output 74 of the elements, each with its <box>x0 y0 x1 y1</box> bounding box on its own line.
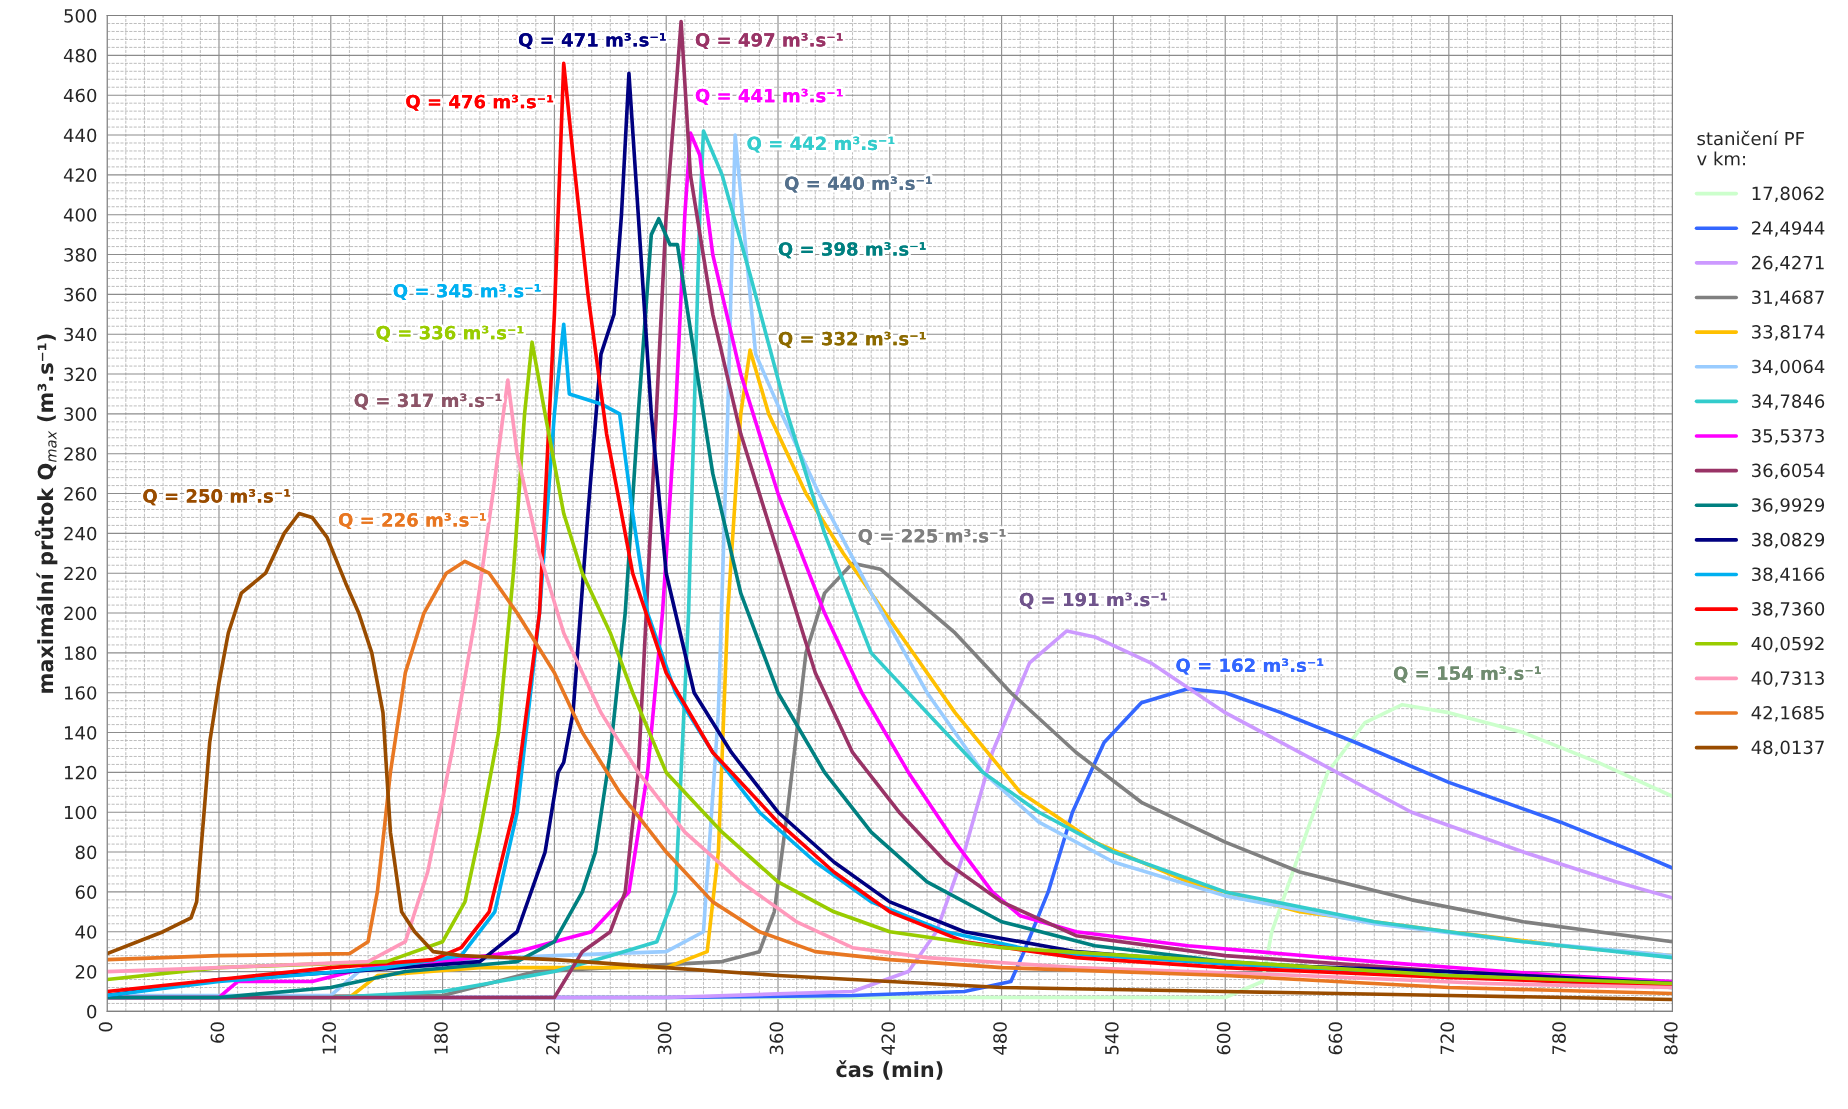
y-tick-label: 260 <box>64 487 97 501</box>
x-tick-label: 840 <box>1664 1022 1678 1055</box>
y-tick-label: 0 <box>87 1004 97 1019</box>
annotation: Q = 162 m³.s⁻¹ <box>1176 658 1324 675</box>
x-tick-label: 480 <box>993 1022 1007 1055</box>
y-tick-label: 440 <box>63 128 97 143</box>
legend-label: 35,5373 <box>1752 428 1824 445</box>
y-tick-label: 160 <box>64 686 97 700</box>
y-tick-label: 480 <box>63 48 97 63</box>
annotation: Q = 226 m³.s⁻¹ <box>338 513 486 530</box>
legend-label: 38,4166 <box>1752 567 1825 583</box>
legend-label: 34,7846 <box>1752 394 1825 410</box>
x-tick-label: 240 <box>545 1022 560 1055</box>
legend-label: 40,7313 <box>1751 671 1824 687</box>
annotation: Q = 441 m³.s⁻¹ <box>695 88 843 105</box>
x-tick-label: 720 <box>1440 1022 1455 1055</box>
y-tick-label: 140 <box>64 726 97 740</box>
x-tick-label: 300 <box>657 1022 672 1055</box>
legend-label: 31,4687 <box>1752 290 1824 306</box>
x-tick-label: 660 <box>1328 1022 1343 1055</box>
annotation: Q = 336 m³.s⁻¹ <box>376 325 524 342</box>
annotation: Q = 345 m³.s⁻¹ <box>393 283 541 300</box>
legend-label: 24,4944 <box>1752 221 1825 237</box>
y-tick-label: 360 <box>64 287 97 302</box>
x-tick-label: 120 <box>322 1022 337 1054</box>
x-tick-label: 360 <box>769 1022 784 1055</box>
x-tick-label: 180 <box>434 1022 448 1054</box>
x-tick-label: 780 <box>1552 1022 1566 1055</box>
legend-label: 33,8174 <box>1752 325 1825 341</box>
annotation: Q = 398 m³.s⁻¹ <box>778 242 926 259</box>
y-tick-label: 180 <box>64 646 97 661</box>
legend-label: 26,4271 <box>1752 255 1824 272</box>
y-tick-label: 120 <box>64 765 97 780</box>
legend-label: 42,1685 <box>1751 705 1824 722</box>
y-tick-label: 240 <box>64 526 97 541</box>
y-tick-label: 340 <box>64 327 97 342</box>
x-tick-label: 600 <box>1216 1022 1231 1055</box>
annotation: Q = 476 m³.s⁻¹ <box>406 94 554 111</box>
legend-label: 48,0137 <box>1751 740 1824 757</box>
y-tick-label: 420 <box>63 168 97 182</box>
y-tick-label: 220 <box>64 566 97 581</box>
annotation: Q = 332 m³.s⁻¹ <box>778 331 926 348</box>
y-tick-label: 280 <box>64 447 97 461</box>
x-tick-label: 60 <box>210 1022 225 1043</box>
y-tick-label: 400 <box>63 208 97 222</box>
legend-label: 17,8062 <box>1752 186 1824 203</box>
legend-label: 34,0064 <box>1752 359 1825 376</box>
y-tick-label: 20 <box>75 965 97 979</box>
y-axis-title: maximální průtok Q$_{max}$ (m³.s⁻¹) <box>34 334 58 693</box>
y-tick-label: 320 <box>64 367 97 382</box>
annotation: Q = 471 m³.s⁻¹ <box>518 33 666 50</box>
annotation: Q = 250 m³.s⁻¹ <box>143 489 291 506</box>
annotation: Q = 497 m³.s⁻¹ <box>695 33 843 50</box>
y-tick-label: 80 <box>75 845 97 860</box>
legend-label: 38,0829 <box>1752 532 1825 549</box>
y-tick-label: 300 <box>64 407 97 421</box>
y-tick-label: 100 <box>64 805 97 820</box>
x-axis-title: čas (min) <box>836 1060 943 1080</box>
legend-label: 36,9929 <box>1752 498 1825 514</box>
x-tick-label: 420 <box>881 1022 896 1055</box>
y-tick-label: 380 <box>64 248 97 262</box>
y-tick-label: 40 <box>75 925 97 939</box>
x-tick-label: 540 <box>1105 1022 1119 1055</box>
y-tick-label: 60 <box>75 885 97 900</box>
y-tick-label: 500 <box>64 8 97 23</box>
x-tick-label: 0 <box>98 1022 113 1032</box>
y-tick-label: 460 <box>63 88 97 103</box>
legend-title: staničení PF v km: <box>1697 130 1804 166</box>
legend-label: 40,0592 <box>1751 636 1824 653</box>
legend-label: 38,7360 <box>1752 602 1825 618</box>
annotation: Q = 442 m³.s⁻¹ <box>747 136 895 153</box>
y-tick-label: 200 <box>64 606 97 621</box>
annotation: Q = 440 m³.s⁻¹ <box>785 176 932 193</box>
legend-label: 36,6054 <box>1752 463 1825 480</box>
